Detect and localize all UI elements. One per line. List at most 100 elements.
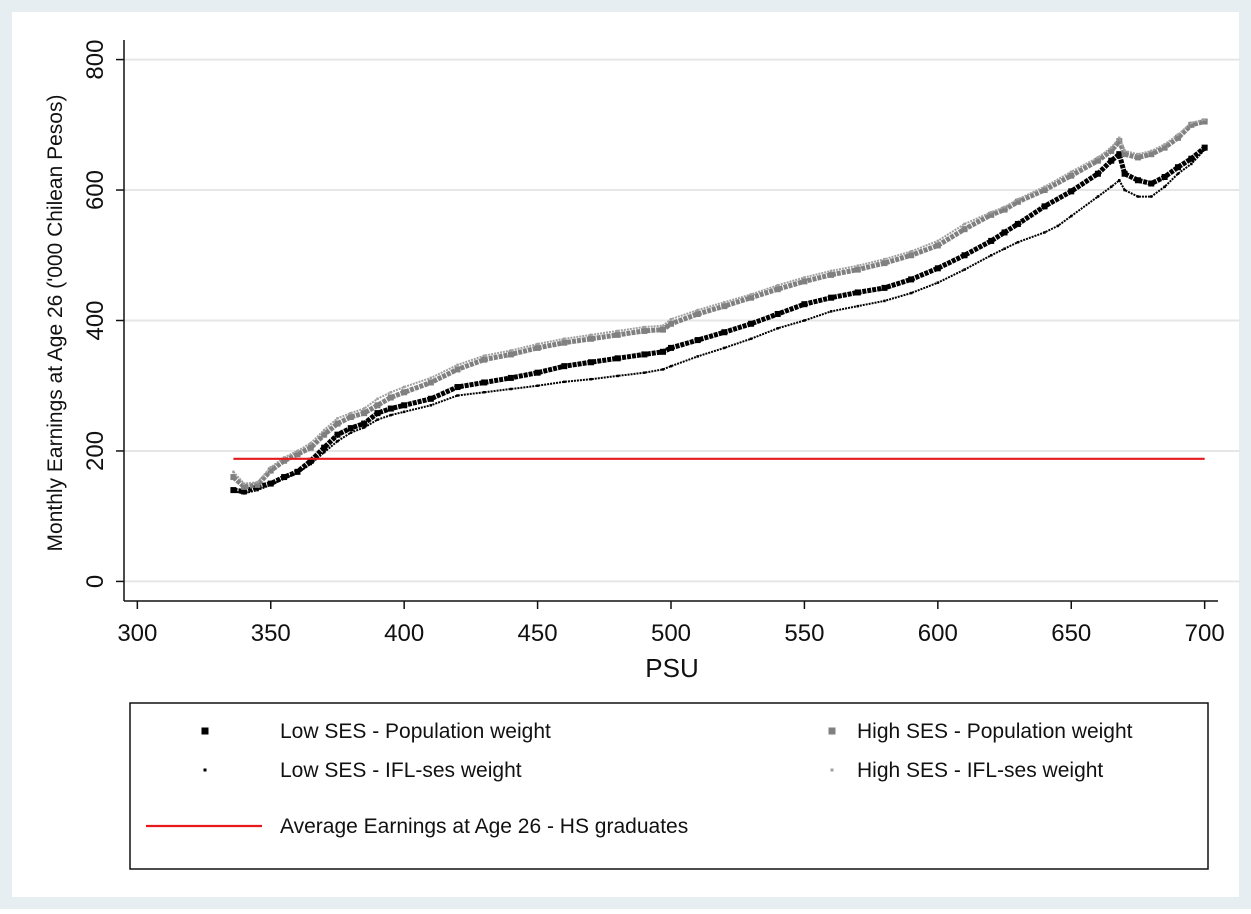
data-point	[661, 368, 665, 371]
data-point	[241, 488, 248, 495]
legend-marker	[828, 727, 836, 735]
data-point	[322, 451, 326, 454]
legend-box	[129, 702, 1209, 870]
data-point	[1094, 157, 1101, 164]
data-point	[281, 474, 288, 481]
data-point	[389, 413, 393, 417]
data-point	[881, 284, 888, 291]
data-point	[934, 242, 941, 249]
data-point	[509, 349, 513, 352]
data-point	[1003, 247, 1006, 250]
data-point	[694, 337, 701, 344]
data-point	[883, 257, 886, 261]
data-point	[307, 444, 314, 451]
series-trace	[232, 118, 1205, 485]
legend-label: Average Earnings at Age 26 - HS graduate…	[280, 815, 688, 838]
legend: Low SES - Population weight Low SES - IFL…	[146, 720, 1133, 838]
data-point	[616, 329, 619, 333]
series-4	[232, 118, 1206, 485]
data-point	[748, 294, 755, 301]
data-point	[936, 281, 940, 284]
data-point	[402, 410, 406, 414]
data-point	[256, 481, 259, 484]
data-point	[589, 377, 593, 381]
data-point	[361, 420, 368, 427]
data-point	[1043, 231, 1046, 234]
data-point	[668, 344, 674, 351]
data-point	[429, 376, 433, 380]
data-point	[989, 210, 993, 214]
data-point	[1203, 118, 1206, 121]
data-point	[254, 481, 261, 488]
data-point	[387, 405, 394, 412]
data-point	[909, 250, 913, 253]
data-point	[536, 384, 539, 387]
data-point	[1016, 240, 1020, 244]
data-point	[481, 356, 488, 363]
data-point	[641, 327, 648, 334]
data-point	[334, 431, 341, 438]
data-point	[1108, 147, 1115, 154]
data-point	[241, 483, 248, 490]
data-point	[1043, 185, 1046, 189]
y-axis-label: Monthly Earnings at Age 26 ('000 Chilean…	[44, 95, 67, 552]
data-point	[1203, 148, 1206, 151]
data-point	[1150, 195, 1153, 198]
data-point	[1001, 206, 1008, 213]
data-point	[1096, 195, 1100, 198]
data-point	[401, 402, 408, 409]
data-point	[1041, 203, 1048, 210]
data-point	[589, 333, 593, 337]
data-point	[242, 492, 246, 495]
data-point	[748, 320, 755, 327]
data-point	[267, 480, 274, 487]
data-point	[387, 394, 394, 401]
data-point	[641, 351, 648, 358]
data-point	[336, 417, 339, 420]
data-point	[1134, 154, 1141, 161]
data-point	[334, 420, 341, 427]
data-point	[1174, 134, 1181, 141]
y-tick-label: 400	[82, 300, 109, 340]
data-point	[427, 379, 434, 386]
data-point	[963, 268, 966, 271]
data-point	[801, 301, 808, 308]
data-point	[721, 329, 728, 336]
data-point	[561, 363, 568, 370]
data-point	[256, 488, 259, 492]
x-tick-label: 400	[384, 620, 424, 647]
data-point	[1096, 156, 1100, 159]
data-point	[561, 339, 568, 346]
data-point	[774, 286, 781, 293]
data-point	[427, 395, 434, 402]
data-point	[1116, 138, 1123, 145]
data-point	[988, 237, 995, 244]
data-point	[534, 344, 541, 351]
data-point	[307, 457, 314, 464]
y-tick-label: 800	[82, 40, 109, 80]
data-point	[828, 294, 835, 301]
series-3	[230, 118, 1208, 490]
data-point	[282, 477, 286, 480]
data-point	[536, 342, 539, 346]
data-point	[1041, 187, 1048, 194]
data-point	[376, 418, 379, 421]
data-point	[482, 354, 486, 357]
data-point	[481, 379, 488, 386]
data-point	[696, 308, 699, 312]
data-point	[230, 474, 237, 481]
data-point	[374, 410, 381, 417]
data-point	[1069, 170, 1073, 174]
data-point	[374, 402, 381, 409]
data-point	[659, 348, 666, 355]
data-point	[1001, 229, 1008, 236]
data-point	[934, 265, 941, 272]
data-point	[881, 260, 888, 267]
data-point	[507, 351, 514, 358]
data-point	[296, 471, 299, 475]
data-point	[1161, 144, 1168, 151]
data-point	[829, 269, 833, 273]
data-point	[1176, 133, 1180, 136]
data-point	[828, 271, 835, 278]
data-point	[989, 254, 993, 257]
